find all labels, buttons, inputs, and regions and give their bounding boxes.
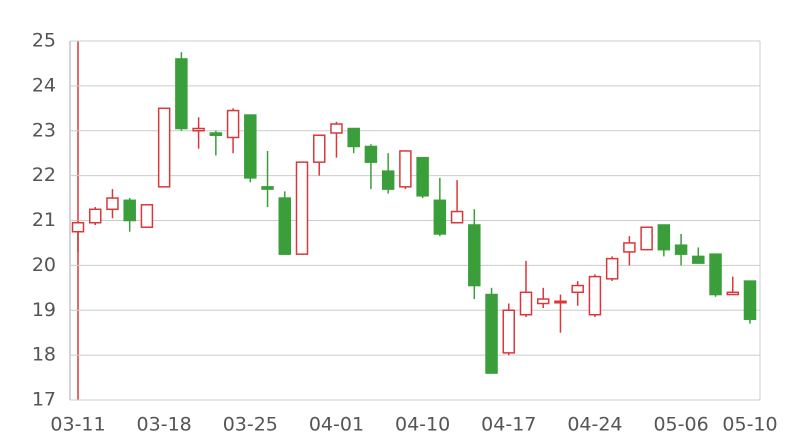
candle-body	[399, 150, 412, 188]
candle-body	[312, 134, 326, 163]
y-tick-label: 20	[32, 254, 56, 276]
candle-body	[433, 199, 447, 235]
candle-body	[709, 253, 722, 296]
candle-body	[209, 132, 223, 136]
candle-body	[536, 298, 550, 305]
x-tick-label: 03-25	[223, 414, 278, 436]
candle-body	[88, 208, 102, 224]
candle-body	[485, 293, 498, 374]
x-tick-label: 03-11	[50, 414, 105, 436]
candle-body	[554, 300, 567, 304]
candle-body	[381, 170, 395, 190]
candle-body	[605, 257, 619, 280]
x-tick-label: 05-06	[653, 414, 708, 436]
candle-body	[71, 221, 85, 233]
y-tick-label: 21	[32, 209, 56, 231]
candle-body	[140, 204, 154, 228]
candle-body	[364, 145, 378, 163]
candle-body	[226, 109, 240, 139]
x-tick-label: 05-10	[722, 414, 777, 436]
candle-body	[175, 58, 188, 130]
candle-body	[519, 291, 533, 316]
candle-body	[726, 291, 740, 296]
y-tick-label: 23	[32, 119, 56, 141]
candle-body	[571, 284, 584, 294]
candle-body	[657, 224, 671, 251]
candle-body	[330, 123, 343, 134]
candle-body	[106, 197, 119, 211]
y-tick-label: 18	[32, 344, 56, 366]
y-tick-label: 17	[32, 389, 56, 411]
y-tick-label: 25	[32, 30, 56, 52]
candle-body	[588, 275, 602, 316]
y-tick-label: 19	[32, 299, 56, 321]
candle-body	[244, 114, 257, 179]
y-tick-label: 24	[32, 74, 56, 96]
candle-body	[450, 210, 464, 224]
y-tick-label: 22	[32, 164, 56, 186]
candle-body	[640, 226, 653, 251]
x-tick-label: 04-24	[567, 414, 622, 436]
candle-body	[416, 156, 429, 197]
candle-body	[347, 127, 360, 148]
x-tick-label: 03-18	[137, 414, 192, 436]
candle-body	[743, 280, 757, 320]
candle-body	[192, 127, 205, 132]
candle-body	[123, 199, 136, 222]
candle-body	[295, 161, 309, 255]
candle-body	[692, 255, 705, 264]
candle-body	[623, 242, 636, 253]
candle-body	[278, 197, 292, 255]
candle-body	[674, 244, 688, 255]
candle-body	[468, 224, 481, 287]
x-tick-label: 04-10	[395, 414, 450, 436]
candle-body	[261, 186, 274, 190]
x-tick-label: 04-01	[309, 414, 364, 436]
candle-body	[157, 107, 171, 188]
candle-body	[502, 309, 516, 354]
x-tick-label: 04-17	[481, 414, 536, 436]
